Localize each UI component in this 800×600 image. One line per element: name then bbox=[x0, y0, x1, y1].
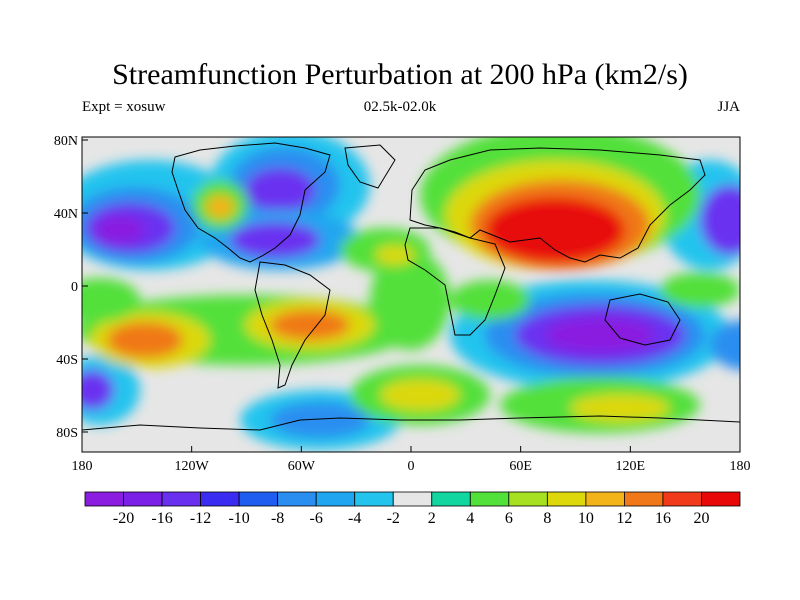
colorbar-label: -4 bbox=[348, 510, 361, 527]
colorbar-swatch bbox=[585, 491, 625, 507]
lon-tick-label: 180 bbox=[730, 459, 751, 474]
lat-tick-label: 80S bbox=[56, 426, 78, 441]
colorbar-swatch bbox=[238, 491, 279, 507]
colorbar-swatch bbox=[200, 491, 240, 507]
longitude-axis: 180 120W 60W 0 60E 120E 180 bbox=[72, 446, 751, 474]
experiment-label: Expt = xosuw bbox=[82, 99, 166, 115]
colorbar-swatch bbox=[662, 491, 702, 507]
colorbar-swatch bbox=[161, 491, 201, 507]
colorbar-label: -2 bbox=[387, 510, 400, 527]
colorbar-label: -8 bbox=[271, 510, 284, 527]
colorbar-label: 16 bbox=[655, 510, 671, 527]
colorbar-swatch bbox=[315, 491, 356, 507]
lon-tick-label: 60W bbox=[288, 459, 316, 474]
colorbar-swatch bbox=[277, 491, 317, 507]
colorbar-swatch bbox=[84, 491, 124, 507]
colorbar-swatch bbox=[123, 491, 163, 507]
colorbar-label: 2 bbox=[428, 510, 436, 527]
colorbar: -20 -16 -12 -10 -8 -6 -4 -2 2 4 6 8 10 12 16 20 bbox=[84, 491, 741, 527]
lat-tick-label: 0 bbox=[71, 280, 78, 295]
lon-tick-label: 60E bbox=[509, 459, 532, 474]
colorbar-label: 10 bbox=[578, 510, 594, 527]
colorbar-label: 12 bbox=[616, 510, 632, 527]
colorbar-swatch bbox=[354, 491, 394, 507]
colorbar-label: 6 bbox=[505, 510, 513, 527]
colorbar-swatch bbox=[624, 491, 664, 507]
colorbar-label: -10 bbox=[228, 510, 249, 527]
colorbar-label: -20 bbox=[113, 510, 134, 527]
lat-tick-label: 40S bbox=[56, 353, 78, 368]
colorbar-swatch bbox=[392, 491, 433, 507]
plot-title: Streamfunction Perturbation at 200 hPa (… bbox=[112, 58, 688, 91]
lat-tick-label: 80N bbox=[54, 134, 78, 149]
colorbar-swatch bbox=[431, 491, 471, 507]
colorbar-label: -6 bbox=[310, 510, 323, 527]
coastlines bbox=[82, 142, 740, 431]
colorbar-swatch bbox=[701, 491, 741, 507]
colorbar-swatch bbox=[508, 491, 548, 507]
lon-tick-label: 120W bbox=[175, 459, 210, 474]
colorbar-swatch bbox=[546, 491, 587, 507]
streamfunction-field bbox=[82, 137, 740, 452]
colorbar-label: 8 bbox=[543, 510, 551, 527]
lon-tick-label: 120E bbox=[616, 459, 646, 474]
latitude-axis: 80N 40N 0 40S 80S bbox=[54, 134, 88, 441]
colorbar-swatch bbox=[469, 491, 510, 507]
season-label: JJA bbox=[717, 99, 740, 115]
lon-tick-label: 0 bbox=[408, 459, 415, 474]
lat-tick-label: 40N bbox=[54, 207, 78, 222]
colorbar-label: -12 bbox=[190, 510, 211, 527]
colorbar-label: 4 bbox=[466, 510, 474, 527]
colorbar-label: -16 bbox=[151, 510, 172, 527]
colorbar-label: 20 bbox=[693, 510, 709, 527]
difference-label: 02.5k-02.0k bbox=[363, 99, 437, 115]
lon-tick-label: 180 bbox=[72, 459, 93, 474]
